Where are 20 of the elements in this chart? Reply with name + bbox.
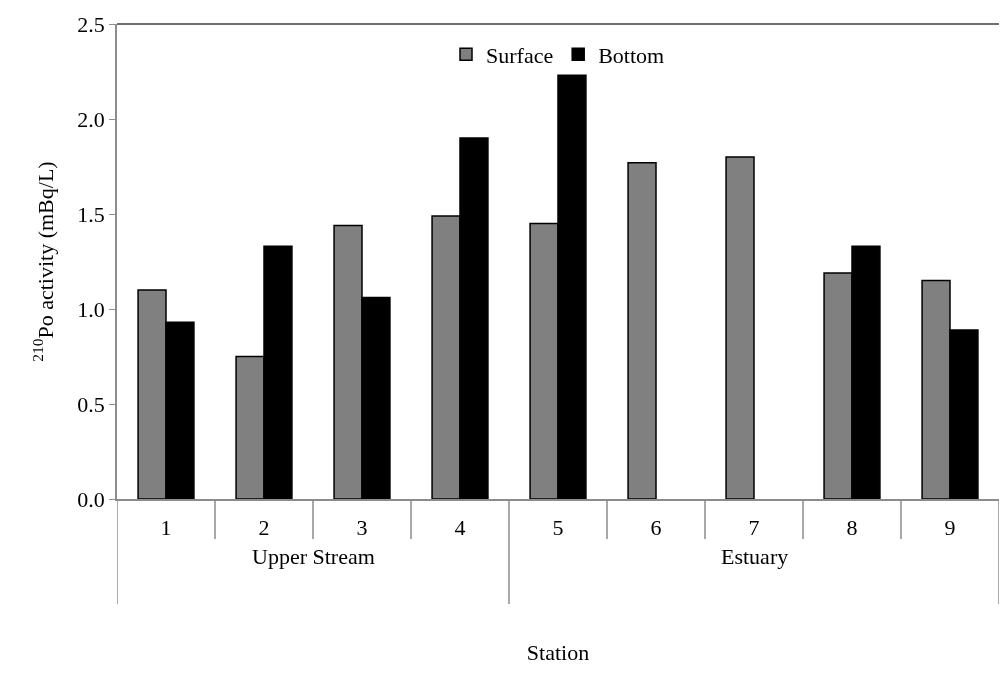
x-axis-title: Station (526, 639, 590, 665)
y-tick-label: 2.5 (77, 11, 105, 37)
y-tick-label: 0.0 (77, 486, 105, 512)
x-tick-label: 1 (160, 515, 172, 541)
x-tick-label: 6 (650, 515, 662, 541)
legend-label: Bottom (598, 42, 665, 68)
y-tick-label: 1.0 (77, 296, 105, 322)
x-tick-label: 7 (748, 515, 760, 541)
y-tick-label: 2.0 (77, 106, 105, 132)
y-tick-label: 1.5 (77, 201, 105, 227)
x-tick-label: 4 (454, 515, 466, 541)
text: Upper Stream (252, 544, 375, 569)
x-tick-label: 2 (258, 515, 270, 541)
text: Estuary (721, 544, 789, 569)
x-tick-label: 9 (944, 515, 956, 541)
x-tick-label: 5 (552, 515, 564, 541)
x-tick-label: 3 (356, 515, 368, 541)
y-tick-label: 0.5 (77, 391, 105, 417)
legend-label: Surface (486, 42, 554, 68)
x-tick-label: 8 (846, 515, 858, 541)
